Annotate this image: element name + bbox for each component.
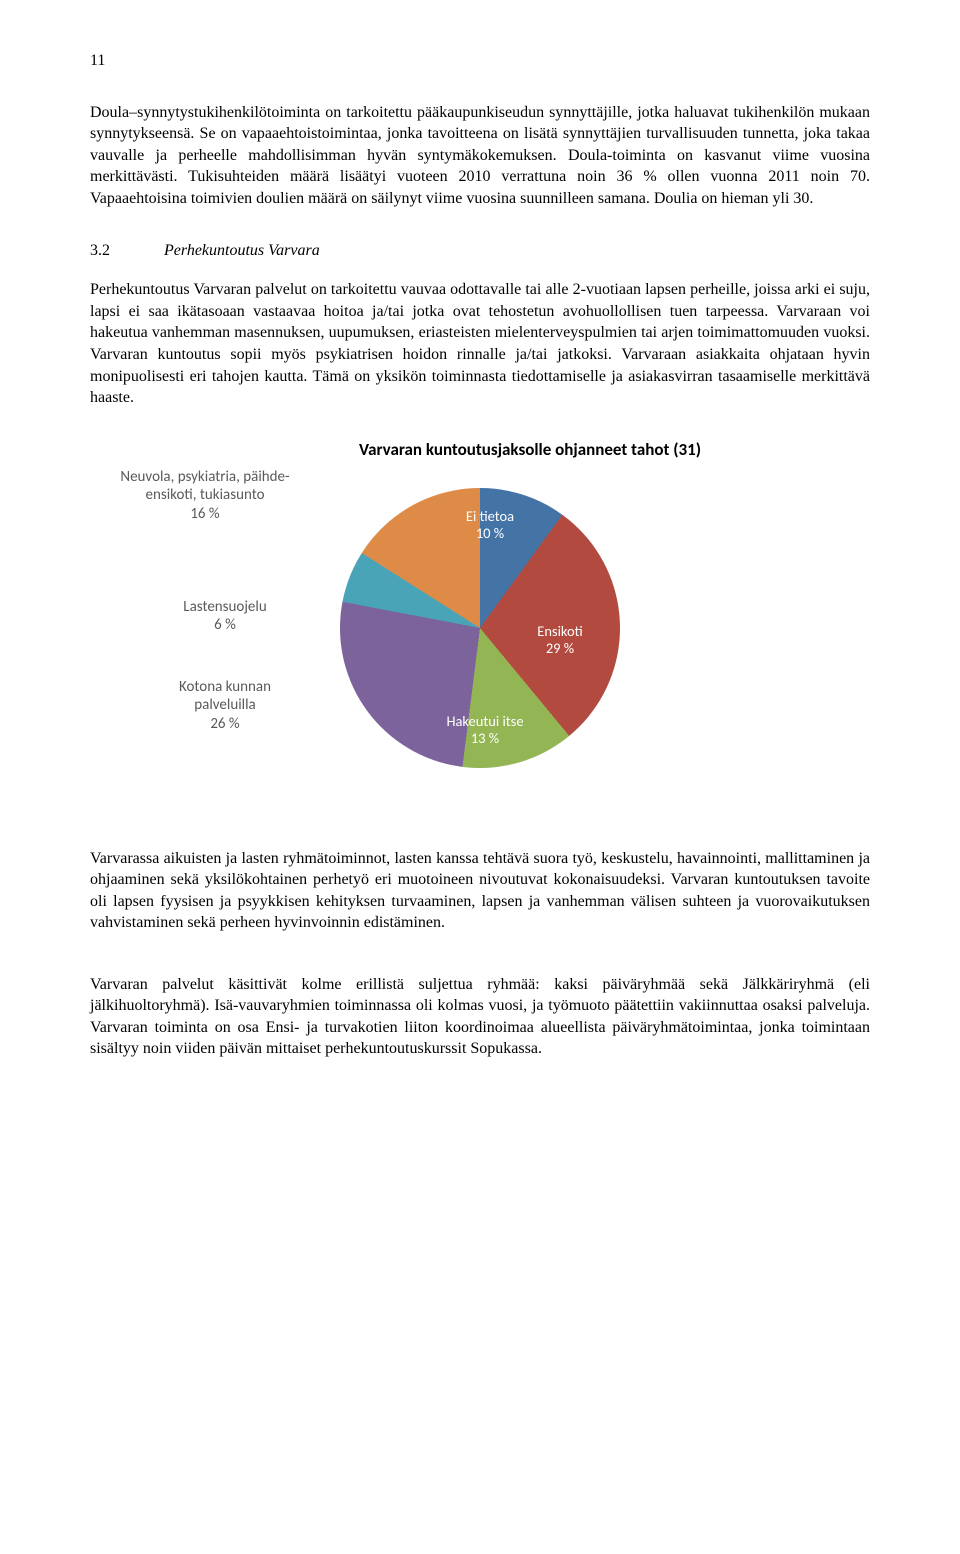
body-paragraph-4: Varvaran palvelut käsittivät kolme erill… (90, 974, 870, 1060)
pie-chart-region: Varvaran kuntoutusjaksolle ohjanneet tah… (120, 439, 740, 808)
body-paragraph-2: Perhekuntoutus Varvaran palvelut on tark… (90, 279, 870, 409)
section-number: 3.2 (90, 240, 160, 262)
pie-label-kotona: Kotona kunnan palveluilla 26 % (150, 678, 300, 734)
section-title: Perhekuntoutus Varvara (164, 242, 320, 259)
section-heading: 3.2 Perhekuntoutus Varvara (90, 240, 870, 262)
pie-label-lastensuojelu: Lastensuojelu 6 % (160, 598, 290, 636)
pie-label-ei-tietoa: Ei tietoa 10 % (455, 508, 525, 543)
chart-title: Varvaran kuntoutusjaksolle ohjanneet tah… (320, 439, 740, 462)
pie-label-hakeutui: Hakeutui itse 13 % (445, 713, 525, 748)
page-number: 11 (90, 50, 870, 72)
pie-label-neuvola: Neuvola, psykiatria, päihde-ensikoti, tu… (120, 468, 290, 524)
body-paragraph-1: Doula–synnytystukihenkilötoiminta on tar… (90, 102, 870, 210)
body-paragraph-3: Varvarassa aikuisten ja lasten ryhmätoim… (90, 848, 870, 934)
pie-label-ensikoti: Ensikoti 29 % (520, 623, 600, 658)
